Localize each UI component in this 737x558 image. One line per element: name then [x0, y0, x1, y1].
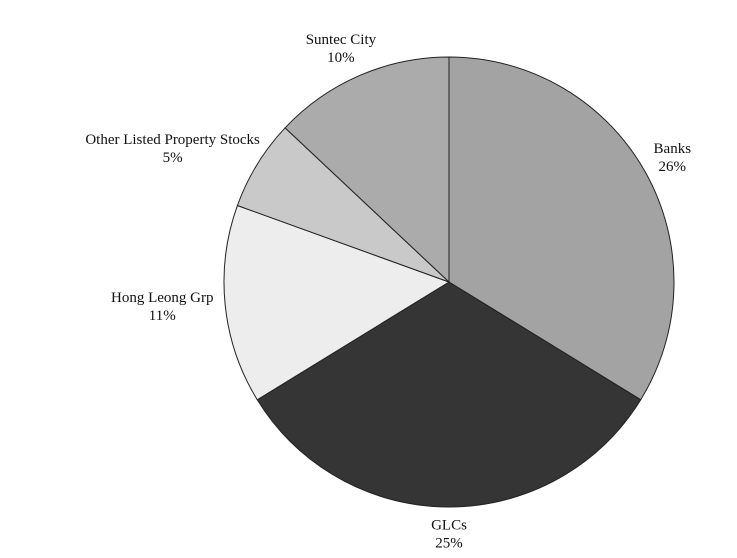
- slice-label: GLCs 25%: [431, 517, 467, 551]
- slice-value: 26%: [659, 159, 687, 175]
- slice-value: 10%: [327, 50, 355, 66]
- slice-value: 25%: [435, 535, 463, 551]
- pie-slice: [256, 281, 642, 508]
- slice-label: Other Listed Property Stocks 5%: [85, 132, 260, 166]
- pie-slice: [284, 56, 450, 284]
- slice-value: 11%: [149, 308, 176, 324]
- slice-label: Suntec City 10%: [306, 32, 377, 66]
- pie-slice: [448, 56, 675, 401]
- slice-value: 5%: [163, 150, 183, 166]
- slice-label: Hong Leong Grp 11%: [111, 290, 213, 324]
- pie-slice: [223, 204, 451, 401]
- slice-name: Banks: [654, 141, 692, 157]
- slice-name: Other Listed Property Stocks: [85, 132, 260, 148]
- slice-label: Banks 26%: [654, 141, 692, 175]
- slice-name: Suntec City: [306, 32, 377, 48]
- slice-name: GLCs: [431, 517, 467, 533]
- slice-name: Hong Leong Grp: [111, 290, 213, 306]
